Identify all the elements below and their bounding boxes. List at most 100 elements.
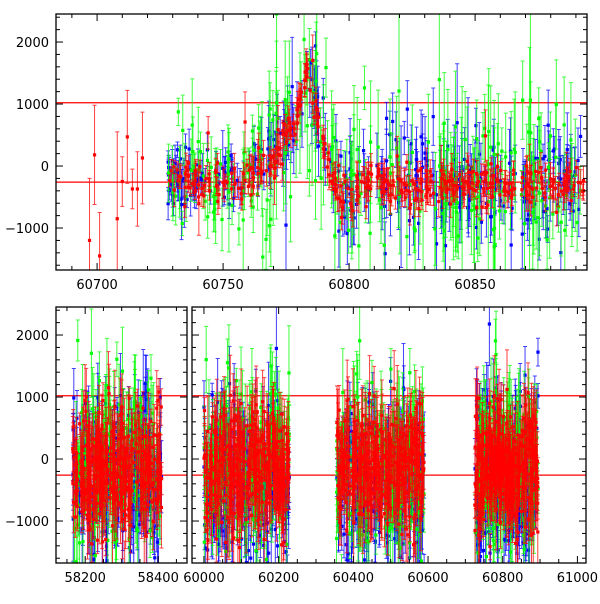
data-point xyxy=(489,186,492,189)
data-point xyxy=(308,169,311,172)
data-point xyxy=(214,169,217,172)
data-point xyxy=(544,196,547,199)
data-point xyxy=(322,154,325,157)
data-point xyxy=(270,165,273,168)
data-point xyxy=(462,192,465,195)
data-point xyxy=(577,181,580,184)
data-point xyxy=(570,199,573,202)
data-point xyxy=(333,234,336,237)
data-point xyxy=(314,179,317,182)
data-point xyxy=(525,193,528,196)
data-point xyxy=(423,566,426,569)
data-point xyxy=(538,191,541,194)
data-point xyxy=(350,188,353,191)
data-point xyxy=(257,126,260,129)
data-point xyxy=(144,435,147,438)
data-point xyxy=(490,162,493,165)
data-point xyxy=(197,195,200,198)
data-point xyxy=(563,229,566,232)
data-point xyxy=(116,495,119,498)
data-point xyxy=(107,392,110,395)
data-point xyxy=(475,137,478,140)
data-point xyxy=(76,505,79,508)
data-point xyxy=(128,464,131,467)
data-point xyxy=(233,167,236,170)
data-point xyxy=(493,153,496,156)
data-point xyxy=(494,243,497,246)
data-point xyxy=(576,221,579,224)
data-point xyxy=(432,192,435,195)
data-point xyxy=(525,164,528,167)
data-point xyxy=(452,184,455,187)
data-point xyxy=(303,79,306,82)
data-point xyxy=(477,180,480,183)
data-point xyxy=(563,123,566,126)
data-point xyxy=(521,99,524,102)
data-point xyxy=(160,506,163,509)
data-point xyxy=(529,201,532,204)
data-point xyxy=(534,170,537,173)
data-point xyxy=(546,227,549,230)
data-point xyxy=(124,514,127,517)
data-point xyxy=(486,187,489,190)
data-point xyxy=(91,407,94,410)
data-point xyxy=(172,165,175,168)
data-point xyxy=(320,177,323,180)
data-point xyxy=(140,458,143,461)
y-tick-label: −1000 xyxy=(5,222,49,237)
data-point xyxy=(464,138,467,141)
data-point xyxy=(147,426,150,429)
data-point xyxy=(420,178,423,181)
data-point xyxy=(297,98,300,101)
data-point xyxy=(412,183,415,186)
data-point xyxy=(135,527,138,530)
data-point xyxy=(426,188,429,191)
data-point xyxy=(281,129,284,132)
data-point xyxy=(521,176,524,179)
data-point xyxy=(401,191,404,194)
data-point xyxy=(275,112,278,115)
data-point xyxy=(87,498,90,501)
data-point xyxy=(89,488,92,491)
data-point xyxy=(242,218,245,221)
data-point xyxy=(391,179,394,182)
data-point xyxy=(72,396,75,399)
data-point xyxy=(78,541,81,544)
data-point xyxy=(206,215,209,218)
data-point xyxy=(355,185,358,188)
data-point xyxy=(520,188,523,191)
data-point xyxy=(177,110,180,113)
data-point xyxy=(130,438,133,441)
data-point xyxy=(84,410,87,413)
data-point xyxy=(103,499,106,502)
data-point xyxy=(193,190,196,193)
data-point xyxy=(249,557,252,560)
data-point xyxy=(348,587,351,590)
data-point xyxy=(413,226,416,229)
data-point xyxy=(153,556,156,559)
data-point xyxy=(142,454,145,457)
data-point xyxy=(230,154,233,157)
data-point xyxy=(544,169,547,172)
y-tick-label: 2000 xyxy=(16,36,49,51)
data-point xyxy=(346,187,349,190)
data-point xyxy=(369,187,372,190)
data-point xyxy=(131,187,134,190)
data-point xyxy=(454,206,457,209)
data-point xyxy=(181,129,184,132)
data-point xyxy=(456,185,459,188)
data-point xyxy=(243,120,246,123)
data-point xyxy=(207,131,210,134)
data-point xyxy=(440,169,443,172)
data-point xyxy=(224,180,227,183)
data-point xyxy=(406,108,409,111)
data-point xyxy=(260,172,263,175)
data-point xyxy=(101,399,104,402)
data-point xyxy=(277,153,280,156)
data-point xyxy=(397,89,400,92)
data-point xyxy=(276,544,279,547)
y-tick-label: 0 xyxy=(41,160,49,175)
data-point xyxy=(439,186,442,189)
